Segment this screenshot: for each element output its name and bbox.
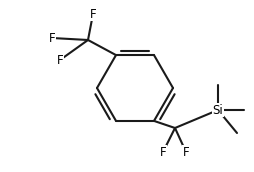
Text: F: F [57, 53, 63, 67]
Text: F: F [160, 146, 166, 159]
Text: F: F [49, 31, 55, 45]
Text: Si: Si [213, 104, 223, 116]
Text: F: F [90, 8, 96, 20]
Text: F: F [183, 146, 189, 159]
